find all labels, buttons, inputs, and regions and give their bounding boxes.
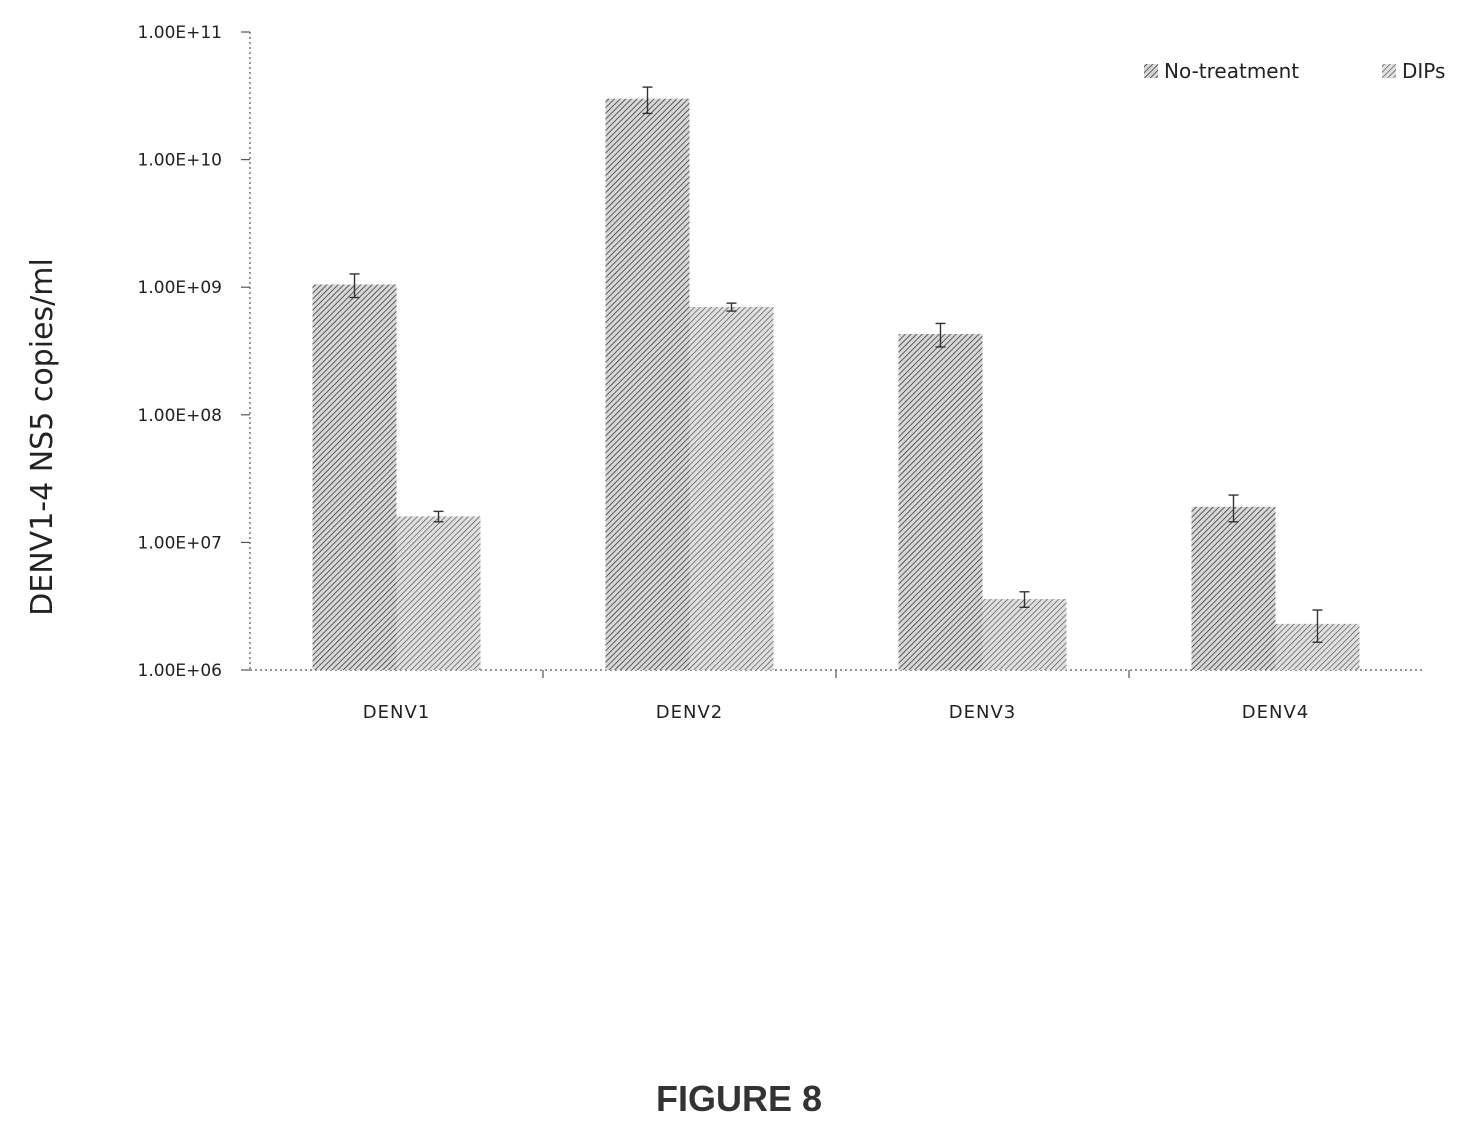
y-tick-label: 1.00E+11 (138, 23, 222, 43)
legend-swatch (1144, 64, 1158, 78)
y-tick-label: 1.00E+08 (138, 406, 222, 426)
y-tick-label: 1.00E+06 (138, 661, 222, 681)
legend-label: DIPs (1402, 59, 1445, 83)
bar-no-treatment (1192, 507, 1276, 670)
bar-dips (690, 307, 774, 670)
x-category-label: DENV1 (363, 702, 430, 723)
bar-no-treatment (606, 99, 690, 670)
y-tick-label: 1.00E+07 (138, 533, 222, 553)
y-tick-label: 1.00E+09 (138, 278, 222, 298)
y-axis-title: DENV1-4 NS5 copies/ml (25, 258, 60, 616)
bar-dips (397, 516, 481, 670)
y-tick-label: 1.00E+10 (138, 151, 222, 171)
figure-caption: FIGURE 8 (0, 1078, 1478, 1120)
x-category-label: DENV4 (1242, 702, 1309, 723)
legend-swatch (1382, 64, 1396, 78)
legend-label: No-treatment (1164, 59, 1299, 83)
x-category-label: DENV3 (949, 702, 1016, 723)
bar-no-treatment (899, 334, 983, 670)
bar-dips (983, 599, 1067, 670)
x-category-label: DENV2 (656, 702, 723, 723)
bar-no-treatment (313, 284, 397, 670)
